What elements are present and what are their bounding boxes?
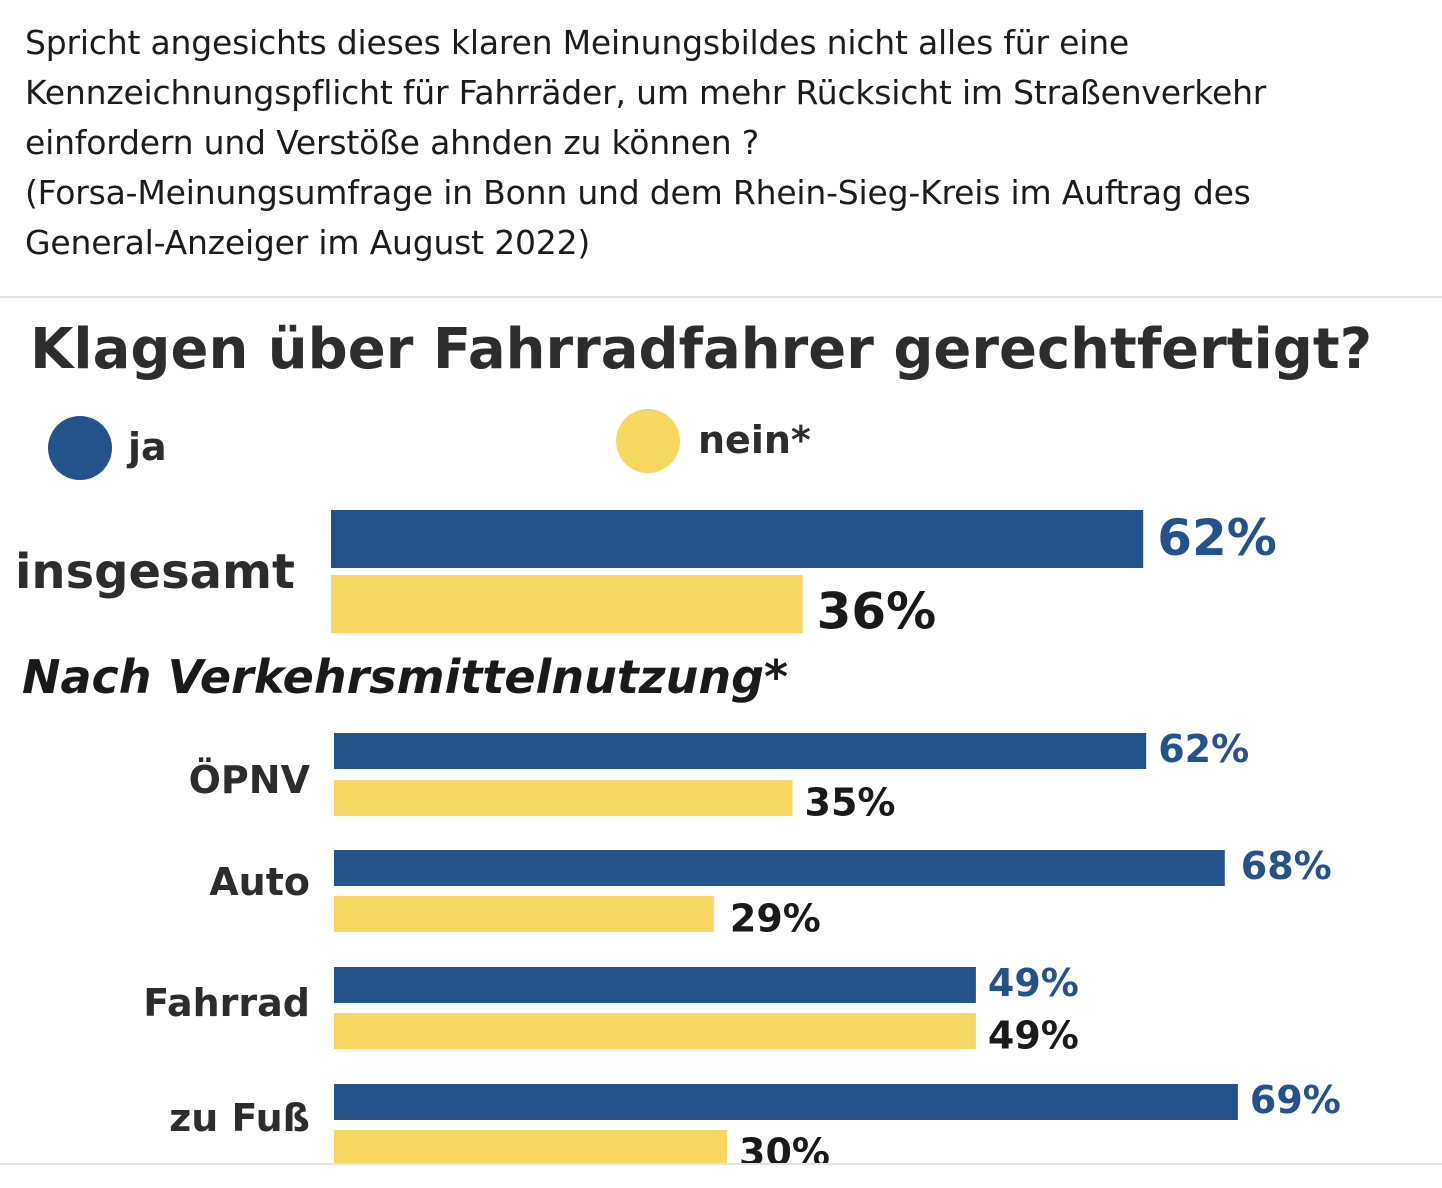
value-label-nein: 29% [730,897,821,941]
category-label: zu Fuß [169,1096,310,1140]
bar-nein [334,896,714,932]
bar-nein [334,780,793,816]
value-label-ja: 69% [1250,1078,1341,1122]
chart-subtitle: Nach Verkehrsmittelnutzung* [22,650,788,704]
chart-title: Klagen über Fahrradfahrer gerechtfertigt… [30,317,1372,382]
post-text-line: (Forsa-Meinungsumfrage in Bonn und dem R… [25,173,1251,212]
bars: insgesamt 62% 36% ÖPNV 62% 35% Auto 68% 29% Fahrr… [15,509,1341,1163]
value-label-nein: 49% [988,1014,1079,1058]
bar-chart: Klagen über Fahrradfahrer gerechtfertigt… [15,317,1372,1163]
bar-ja [334,733,1147,769]
value-label-ja: 68% [1241,844,1332,888]
legend: ja nein* [48,409,811,480]
category-label: Fahrrad [143,981,310,1025]
value-label-ja: 62% [1157,509,1277,567]
category-label: Auto [209,860,310,904]
category-label: insgesamt [15,544,295,600]
legend-swatch-ja [48,416,112,480]
post-text-line: General-Anzeiger im August 2022) [25,223,591,262]
divider [0,296,1442,298]
bar-ja [334,967,976,1003]
bar-ja [334,850,1225,886]
post-text-line: Kennzeichnungspflicht für Fahrräder, um … [25,73,1267,112]
post-text-line: Spricht angesichts dieses klaren Meinung… [25,23,1130,62]
value-label-nein: 36% [817,582,937,640]
post-text-line: einfordern und Verstöße ahnden zu können… [25,123,760,162]
category-label: ÖPNV [189,758,311,802]
bar-nein [334,1130,727,1163]
legend-swatch-nein [616,409,680,473]
bar-nein [334,1013,976,1049]
value-label-nein: 35% [805,781,896,825]
value-label-nein: 30% [739,1131,830,1163]
value-label-ja: 49% [988,961,1079,1005]
bar-nein [331,575,803,633]
divider [0,1163,1442,1165]
value-label-ja: 62% [1158,727,1249,771]
post-text: Spricht angesichts dieses klaren Meinung… [25,18,1415,268]
chart-image[interactable]: Klagen über Fahrradfahrer gerechtfertigt… [0,298,1442,1163]
legend-label-ja: ja [126,425,167,469]
legend-label-nein: nein* [698,418,811,462]
bar-ja [331,510,1144,568]
bar-ja [334,1084,1238,1120]
